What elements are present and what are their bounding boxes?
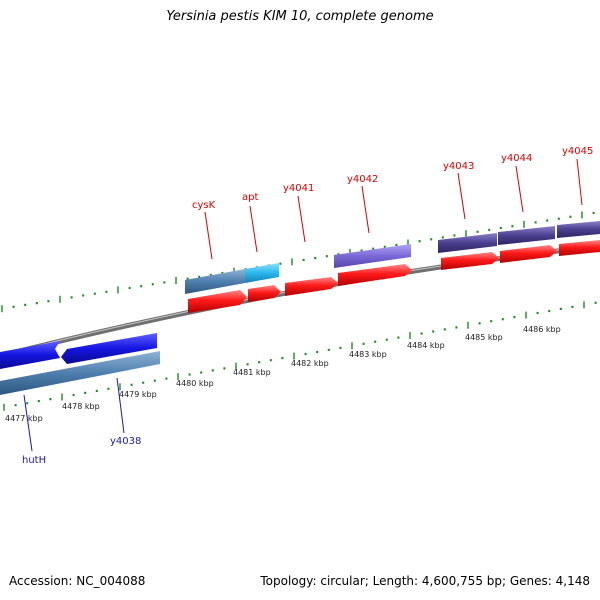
tick-marks-lower bbox=[3, 301, 597, 411]
forward-strand-features bbox=[185, 221, 600, 313]
genome-backbone bbox=[0, 243, 600, 359]
scale-label: 4482 kbp bbox=[291, 359, 329, 368]
forward-gene-labels: cysK apt y4041 y4042 y4043 y4044 y4045 bbox=[192, 146, 593, 211]
label-y4044[interactable]: y4044 bbox=[501, 153, 532, 164]
accession-text: Accession: NC_004088 bbox=[9, 574, 146, 588]
scale-labels: 4477 kbp 4478 kbp 4479 kbp 4480 kbp 4481… bbox=[5, 325, 561, 423]
y4043-gene-bar[interactable] bbox=[438, 233, 497, 253]
y4041-cds-arrow[interactable] bbox=[285, 277, 338, 296]
y4038-cds-arrow[interactable] bbox=[61, 333, 157, 364]
y4044-cds-arrow[interactable] bbox=[500, 245, 557, 263]
genome-summary-text: Topology: circular; Length: 4,600,755 bp… bbox=[260, 574, 590, 588]
tick-marks-upper bbox=[1, 211, 595, 313]
y4042-cds-arrow[interactable] bbox=[338, 264, 412, 286]
label-y4041[interactable]: y4041 bbox=[283, 183, 314, 194]
apt-cds-arrow[interactable] bbox=[248, 285, 281, 302]
label-y4038[interactable]: y4038 bbox=[110, 436, 141, 447]
scale-label: 4480 kbp bbox=[176, 379, 214, 388]
reverse-gene-labels: hutH y4038 bbox=[22, 436, 141, 466]
hutH-cds-arrow[interactable] bbox=[0, 341, 60, 369]
forward-label-leaders bbox=[204, 158, 583, 260]
cysK-cds-arrow[interactable] bbox=[188, 290, 247, 313]
y4045-gene-bar[interactable] bbox=[557, 221, 600, 238]
label-y4045[interactable]: y4045 bbox=[562, 146, 593, 157]
label-hutH[interactable]: hutH bbox=[22, 455, 46, 466]
cysK-gene-bar[interactable] bbox=[185, 269, 245, 294]
scale-label: 4481 kbp bbox=[233, 368, 271, 377]
y4044-gene-bar[interactable] bbox=[498, 226, 555, 245]
reverse-label-leaders bbox=[23, 377, 125, 452]
scale-label: 4483 kbp bbox=[349, 350, 387, 359]
label-apt[interactable]: apt bbox=[242, 192, 258, 203]
hutH-gene-bar[interactable] bbox=[0, 351, 160, 395]
y4042-gene-bar[interactable] bbox=[334, 244, 411, 268]
scale-label: 4486 kbp bbox=[523, 325, 561, 334]
label-y4043[interactable]: y4043 bbox=[443, 161, 474, 172]
apt-gene-bar[interactable] bbox=[245, 263, 279, 283]
y4043-cds-arrow[interactable] bbox=[441, 252, 499, 270]
scale-label: 4484 kbp bbox=[407, 341, 445, 350]
scale-label: 4477 kbp bbox=[5, 414, 43, 423]
scale-label: 4478 kbp bbox=[62, 402, 100, 411]
reverse-strand-features bbox=[0, 333, 160, 395]
label-y4042[interactable]: y4042 bbox=[347, 174, 378, 185]
map-title: Yersinia pestis KIM 10, complete genome bbox=[166, 9, 434, 24]
label-cysK[interactable]: cysK bbox=[192, 200, 216, 211]
scale-label: 4485 kbp bbox=[465, 333, 503, 342]
y4045-cds-arrow[interactable] bbox=[559, 240, 600, 256]
scale-label: 4479 kbp bbox=[119, 390, 157, 399]
